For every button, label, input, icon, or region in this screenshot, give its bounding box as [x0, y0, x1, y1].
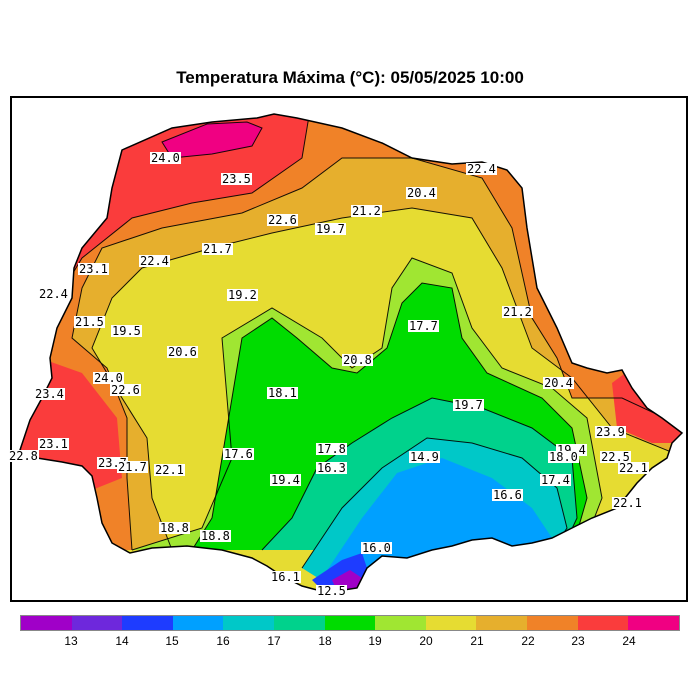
legend-tick: 15	[165, 634, 179, 648]
value-label: 19.5	[111, 324, 142, 338]
legend-tick: 17	[267, 634, 281, 648]
value-label: 22.1	[612, 496, 643, 510]
value-label: 23.1	[78, 262, 109, 276]
legend-tick: 14	[115, 634, 129, 648]
legend-tick: 16	[216, 634, 230, 648]
value-label: 24.0	[93, 371, 124, 385]
value-label: 22.6	[267, 213, 298, 227]
value-label: 17.8	[316, 442, 347, 456]
legend-tick: 21	[470, 634, 484, 648]
value-label: 22.6	[110, 383, 141, 397]
value-label: 21.2	[502, 305, 533, 319]
map-frame	[10, 96, 688, 602]
legend-swatch	[274, 616, 325, 630]
value-label: 19.4	[270, 473, 301, 487]
value-label: 22.1	[154, 463, 185, 477]
value-label: 17.7	[408, 319, 439, 333]
value-label: 23.5	[221, 172, 252, 186]
value-label: 23.4	[34, 387, 65, 401]
legend-swatch	[527, 616, 578, 630]
value-label: 18.0	[548, 450, 579, 464]
legend-tick: 24	[622, 634, 636, 648]
value-label: 12.5	[316, 584, 347, 598]
color-legend	[20, 615, 680, 631]
value-label: 21.7	[117, 460, 148, 474]
temperature-map	[19, 113, 683, 592]
legend-tick: 23	[571, 634, 585, 648]
value-label: 20.8	[342, 353, 373, 367]
legend-swatch	[71, 616, 123, 630]
value-label: 17.6	[223, 447, 254, 461]
legend-swatch	[628, 616, 679, 630]
value-label: 20.4	[543, 376, 574, 390]
value-label: 18.8	[200, 529, 231, 543]
value-label: 22.8	[8, 449, 39, 463]
legend-swatch	[122, 616, 173, 630]
legend-swatch	[324, 616, 376, 630]
legend-swatch	[577, 616, 629, 630]
value-label: 19.7	[315, 222, 346, 236]
value-label: 21.2	[351, 204, 382, 218]
value-label: 23.9	[595, 425, 626, 439]
value-label: 20.6	[167, 345, 198, 359]
legend-swatch	[223, 616, 275, 630]
value-label: 16.6	[492, 488, 523, 502]
legend-swatch	[21, 616, 72, 630]
value-label: 24.0	[150, 151, 181, 165]
value-label: 19.7	[453, 398, 484, 412]
legend-tick: 18	[318, 634, 332, 648]
value-label: 21.7	[202, 242, 233, 256]
legend-tick: 20	[419, 634, 433, 648]
value-label: 22.5	[600, 450, 631, 464]
legend-tick: 22	[521, 634, 535, 648]
legend-swatch	[476, 616, 528, 630]
legend-swatch	[172, 616, 224, 630]
value-label: 16.3	[316, 461, 347, 475]
value-label: 20.4	[406, 186, 437, 200]
value-label: 16.0	[361, 541, 392, 555]
value-label: 22.4	[466, 162, 497, 176]
value-label: 18.1	[267, 386, 298, 400]
value-label: 23.1	[38, 437, 69, 451]
legend-tick: 13	[64, 634, 78, 648]
value-label: 21.5	[74, 315, 105, 329]
value-label: 18.8	[159, 521, 190, 535]
temperature-fill	[20, 114, 682, 591]
value-label: 14.9	[409, 450, 440, 464]
legend-swatch	[375, 616, 426, 630]
value-label: 17.4	[540, 473, 571, 487]
value-label: 22.4	[139, 254, 170, 268]
value-label: 16.1	[270, 570, 301, 584]
value-label: 22.4	[38, 287, 69, 301]
value-label: 22.1	[618, 461, 649, 475]
value-label: 19.2	[227, 288, 258, 302]
map-title: Temperatura Máxima (°C): 05/05/2025 10:0…	[176, 68, 524, 87]
legend-swatch	[425, 616, 477, 630]
legend-tick: 19	[368, 634, 382, 648]
